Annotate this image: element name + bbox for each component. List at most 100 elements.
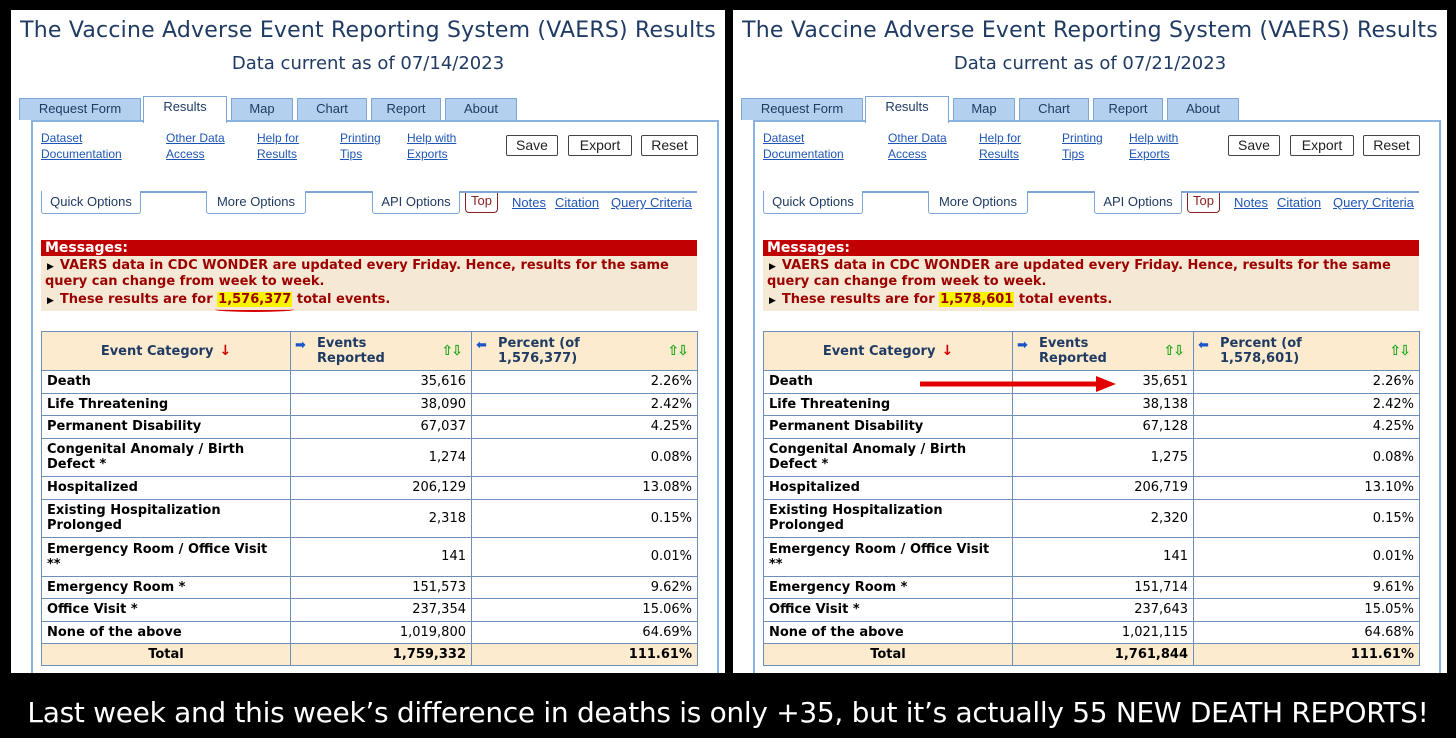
api-options-button[interactable]: API Options	[1094, 191, 1182, 214]
total-label: Total	[763, 643, 1013, 666]
reset-button[interactable]: Reset	[1363, 135, 1420, 156]
quick-options-button[interactable]: Quick Options	[41, 191, 141, 214]
sort-up-down-icon[interactable]: ⇧⇩	[667, 342, 690, 359]
bullet-arrow-icon: ▶	[769, 262, 776, 272]
message-update-notice: ▶ VAERS data in CDC WONDER are updated ev…	[47, 258, 669, 275]
row-category: Office Visit *	[763, 598, 1013, 622]
save-button[interactable]: Save	[506, 135, 558, 156]
row-category: Hospitalized	[763, 476, 1013, 500]
row-category: Congenital Anomaly / Birth Defect *	[41, 437, 291, 477]
top-link[interactable]: Top	[465, 193, 498, 213]
row-events: 1,021,115	[1012, 620, 1194, 644]
row-events: 67,037	[290, 415, 472, 439]
printing-tips-link[interactable]: Printing Tips	[340, 131, 381, 161]
printing-tips-link[interactable]: Printing Tips	[1062, 131, 1103, 161]
notes-link[interactable]: Notes	[1234, 195, 1268, 210]
tab-results[interactable]: Results	[865, 96, 949, 123]
options-divider	[763, 191, 1419, 193]
bullet-arrow-icon: ▶	[769, 296, 776, 306]
quick-options-button[interactable]: Quick Options	[763, 191, 863, 214]
citation-link[interactable]: Citation	[555, 195, 600, 210]
arrow-right-icon[interactable]: ➡	[1017, 337, 1028, 353]
save-button[interactable]: Save	[1228, 135, 1280, 156]
results-panel-previous-week: The Vaccine Adverse Event Reporting Syst…	[11, 10, 725, 673]
export-button[interactable]: Export	[568, 135, 632, 156]
total-percent: 111.61%	[471, 643, 698, 666]
results-table: Event Category ↓ ➡ Events Reported ⇧⇩ ⬅ Percent…	[763, 331, 1420, 666]
caption-text: Last week and this week’s difference in …	[27, 696, 1429, 729]
row-percent: 15.05%	[1193, 598, 1420, 622]
other-data-access-link[interactable]: Other Data Access	[166, 131, 225, 161]
sort-down-icon[interactable]: ↓	[219, 343, 232, 359]
arrow-left-icon[interactable]: ⬅	[1198, 337, 1209, 353]
row-category: Death	[41, 370, 291, 394]
dataset-documentation-link[interactable]: Dataset Documentation	[763, 131, 844, 161]
tab-request-form[interactable]: Request Form	[19, 98, 141, 120]
row-events: 35,616	[290, 370, 472, 394]
tab-results[interactable]: Results	[143, 96, 227, 123]
tab-about[interactable]: About	[1167, 98, 1239, 120]
tab-chart[interactable]: Chart	[297, 98, 367, 120]
row-percent: 0.15%	[471, 498, 698, 538]
messages-header: Messages:	[763, 240, 1419, 256]
page-title: The Vaccine Adverse Event Reporting Syst…	[20, 18, 716, 43]
table-row: Permanent Disability 67,128 4.25%	[763, 415, 1420, 439]
tab-map[interactable]: Map	[953, 98, 1015, 120]
header-percent[interactable]: ⬅ Percent (of 1,576,377) ⇧⇩	[471, 331, 698, 371]
row-percent: 0.15%	[1193, 498, 1420, 538]
message-total-events: ▶ These results are for 1,576,377 total e…	[47, 292, 390, 312]
messages-body: ▶ VAERS data in CDC WONDER are updated ev…	[763, 256, 1419, 311]
export-button[interactable]: Export	[1290, 135, 1354, 156]
tab-map[interactable]: Map	[231, 98, 293, 120]
header-label: Event Category	[100, 344, 214, 359]
dataset-documentation-link[interactable]: Dataset Documentation	[41, 131, 122, 161]
reset-button[interactable]: Reset	[641, 135, 698, 156]
total-percent: 111.61%	[1193, 643, 1420, 666]
header-event-category[interactable]: Event Category ↓	[41, 331, 291, 371]
tab-request-form[interactable]: Request Form	[741, 98, 863, 120]
table-row: Existing Hospitalization Prolonged 2,320 0…	[763, 498, 1420, 538]
more-options-button[interactable]: More Options	[928, 191, 1028, 214]
row-category: Emergency Room / Office Visit **	[41, 537, 291, 577]
arrow-right-icon[interactable]: ➡	[295, 337, 306, 353]
total-events-value: 1,576,377	[218, 292, 292, 307]
header-percent[interactable]: ⬅ Percent (of 1,578,601) ⇧⇩	[1193, 331, 1420, 371]
tab-about[interactable]: About	[445, 98, 517, 120]
top-link[interactable]: Top	[1187, 193, 1220, 213]
help-with-exports-link[interactable]: Help with Exports	[407, 131, 457, 161]
message-prefix: These results are for	[781, 292, 935, 307]
query-criteria-link[interactable]: Query Criteria	[611, 195, 692, 210]
table-header-row: Event Category ↓ ➡ Events Reported ⇧⇩ ⬅ Percent…	[41, 331, 698, 371]
sort-up-down-icon[interactable]: ⇧⇩	[1163, 342, 1186, 359]
more-options-button[interactable]: More Options	[206, 191, 306, 214]
other-data-access-link[interactable]: Other Data Access	[888, 131, 947, 161]
results-frame	[753, 120, 1441, 673]
help-with-exports-link[interactable]: Help with Exports	[1129, 131, 1179, 161]
tab-report[interactable]: Report	[371, 98, 441, 120]
header-event-category[interactable]: Event Category ↓	[763, 331, 1013, 371]
table-row: Emergency Room / Office Visit ** 141 0.01%	[763, 537, 1420, 577]
table-row: None of the above 1,019,800 64.69%	[41, 620, 698, 644]
sort-up-down-icon[interactable]: ⇧⇩	[1389, 342, 1412, 359]
api-options-button[interactable]: API Options	[372, 191, 460, 214]
row-events: 206,129	[290, 476, 472, 500]
notes-link[interactable]: Notes	[512, 195, 546, 210]
row-events: 1,274	[290, 437, 472, 477]
row-events: 38,090	[290, 392, 472, 416]
help-for-results-link[interactable]: Help for Results	[979, 131, 1022, 161]
header-events[interactable]: ➡ Events Reported ⇧⇩	[1012, 331, 1194, 371]
header-events[interactable]: ➡ Events Reported ⇧⇩	[290, 331, 472, 371]
table-row: Congenital Anomaly / Birth Defect * 1,274…	[41, 437, 698, 477]
row-percent: 13.10%	[1193, 476, 1420, 500]
sort-up-down-icon[interactable]: ⇧⇩	[441, 342, 464, 359]
table-row: Emergency Room / Office Visit ** 141 0.01%	[41, 537, 698, 577]
row-percent: 0.01%	[471, 537, 698, 577]
tab-chart[interactable]: Chart	[1019, 98, 1089, 120]
query-criteria-link[interactable]: Query Criteria	[1333, 195, 1414, 210]
help-for-results-link[interactable]: Help for Results	[257, 131, 300, 161]
tab-report[interactable]: Report	[1093, 98, 1163, 120]
sort-down-icon[interactable]: ↓	[941, 343, 954, 359]
citation-link[interactable]: Citation	[1277, 195, 1322, 210]
table-row: None of the above 1,021,115 64.68%	[763, 620, 1420, 644]
arrow-left-icon[interactable]: ⬅	[476, 337, 487, 353]
